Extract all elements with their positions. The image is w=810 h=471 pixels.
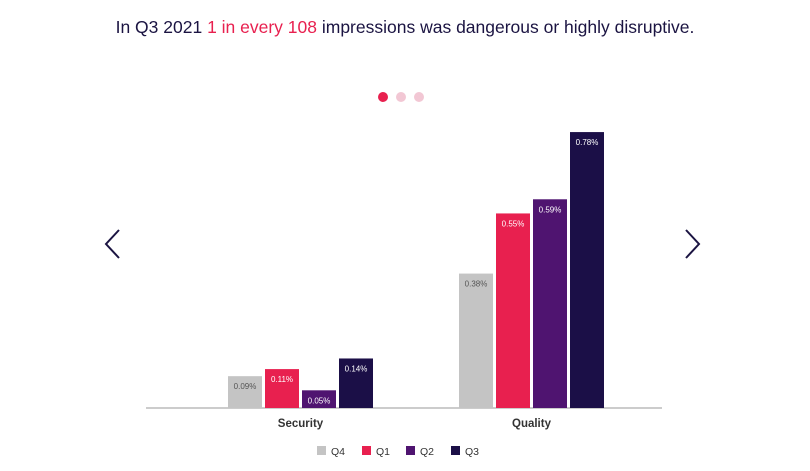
data-label: 0.05% (308, 396, 331, 405)
category-label: Security (278, 418, 324, 430)
legend-swatch-q3 (451, 446, 460, 455)
legend-label: Q3 (465, 446, 479, 458)
bar-quality-q4[interactable] (459, 273, 493, 408)
data-label: 0.14% (345, 364, 368, 373)
headline-prefix: In Q3 2021 (115, 17, 208, 37)
legend-label: Q2 (420, 446, 434, 458)
carousel-dot-2[interactable] (396, 92, 406, 102)
next-slide-button[interactable] (679, 227, 705, 261)
bar-quality-q2[interactable] (533, 199, 567, 408)
chevron-left-icon (104, 229, 120, 259)
data-label: 0.38% (465, 280, 488, 289)
bar-quality-q3[interactable] (570, 132, 604, 408)
data-label: 0.11% (271, 375, 293, 384)
bar-security-q3[interactable] (339, 358, 373, 408)
headline-highlight: 1 in every 108 (207, 17, 317, 37)
data-label: 0.59% (539, 205, 562, 214)
headline-suffix: impressions was dangerous or highly disr… (317, 17, 695, 37)
previous-slide-button[interactable] (100, 227, 126, 261)
data-label: 0.55% (502, 219, 525, 228)
legend-swatch-q1 (362, 446, 371, 455)
category-label: Quality (512, 418, 552, 430)
headline: In Q3 2021 1 in every 108 impressions wa… (0, 17, 810, 38)
bar-security-q1[interactable] (265, 369, 299, 408)
bar-security-q4[interactable] (228, 376, 262, 408)
legend-label: Q1 (376, 446, 390, 458)
carousel-dots (378, 92, 424, 102)
carousel-dot-1[interactable] (378, 92, 388, 102)
chevron-right-icon (685, 229, 701, 259)
legend-swatch-q4 (317, 446, 326, 455)
legend-swatch-q2 (406, 446, 415, 455)
bar-quality-q1[interactable] (496, 213, 530, 408)
data-label: 0.09% (234, 382, 257, 391)
bar-security-q2[interactable] (302, 390, 336, 408)
carousel-dot-3[interactable] (414, 92, 424, 102)
legend-label: Q4 (331, 446, 345, 458)
data-label: 0.78% (576, 138, 599, 147)
